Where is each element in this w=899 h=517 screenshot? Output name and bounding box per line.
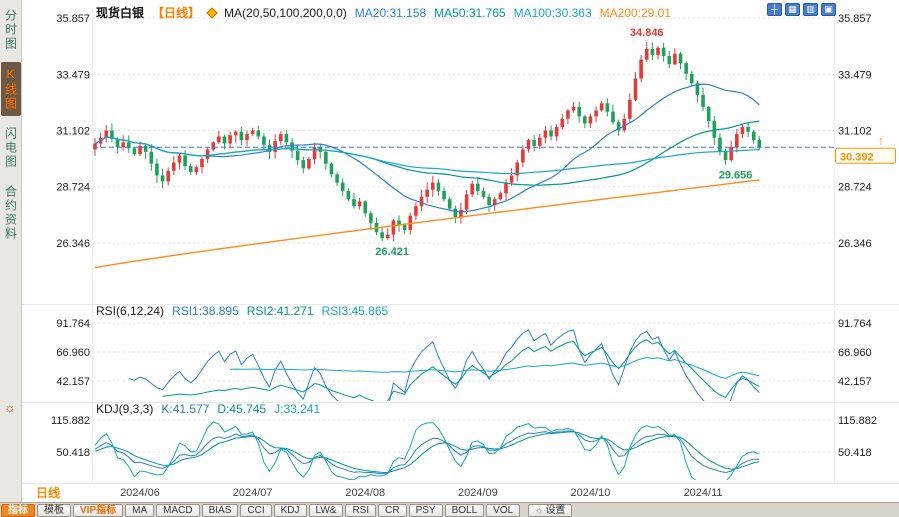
svg-text:42.157: 42.157	[838, 376, 872, 388]
kdj-k-value: K:41.577	[161, 402, 210, 416]
tab-settings[interactable]: ☼ 设置	[528, 503, 573, 517]
gridlines	[93, 17, 834, 453]
rsi-indicator-header: RSI(6,12,24) RSI1:38.895 RSI2:41.271 RSI…	[96, 304, 388, 318]
gear-icon: ☼	[535, 504, 544, 515]
tab-bias[interactable]: BIAS	[201, 503, 239, 517]
gem-icon[interactable]	[206, 6, 218, 19]
axis-labels: 35.857 35.857 33.479 33.479 31.102 31.102 28.7…	[51, 13, 877, 459]
svg-text:28.724: 28.724	[56, 182, 90, 194]
svg-text:115.882: 115.882	[51, 415, 90, 427]
sidebar-tab-contract-info[interactable]: 合约资料	[3, 185, 18, 241]
panel-frame	[22, 8, 899, 484]
candlesticks	[93, 41, 762, 242]
kdj-title[interactable]: KDJ(9,3,3)	[96, 402, 154, 416]
ma200-line	[94, 179, 760, 269]
ma100-value: MA100:30.363	[513, 5, 592, 20]
tab-cci[interactable]: CCI	[240, 503, 272, 517]
rsi12-line	[162, 339, 760, 401]
svg-text:2024/09: 2024/09	[458, 487, 498, 499]
price-direction-arrow-icon: ↑	[878, 133, 884, 147]
svg-text:91.764: 91.764	[838, 318, 872, 330]
svg-text:91.764: 91.764	[56, 318, 90, 330]
svg-text:2024/07: 2024/07	[233, 487, 273, 499]
svg-text:33.479: 33.479	[56, 69, 90, 81]
ma50-value: MA50:31.765	[434, 5, 506, 20]
tab-indicators[interactable]: 指标	[1, 503, 35, 517]
svg-text:2024/11: 2024/11	[684, 487, 723, 499]
ma-settings-label[interactable]: MA(20,50,100,200,0,0)	[224, 5, 347, 20]
price-annotation: 29.656	[719, 170, 753, 182]
kdj-indicator-header: KDJ(9,3,3) K:41.577 D:45.745 J:33.241	[96, 402, 320, 416]
tab-boll[interactable]: BOLL	[444, 503, 485, 517]
settings-gear-icon[interactable]: ☼	[4, 400, 16, 415]
tab-cr[interactable]: CR	[378, 503, 407, 517]
chart-toolbar-icons: ┼ ▦ ▥ ▣	[767, 3, 836, 16]
tab-psy[interactable]: PSY	[408, 503, 443, 517]
rsi24-line	[230, 356, 760, 379]
rsi1-value: RSI1:38.895	[172, 304, 239, 318]
tab-ma[interactable]: MA	[125, 503, 155, 517]
sidebar-tab-timeshare-chart[interactable]: 分时图	[3, 9, 18, 51]
crosshair-icon[interactable]: ┼	[767, 3, 782, 16]
left-sidebar: 分时图 K线图 闪电图 合约资料	[0, 0, 22, 502]
kdj-d-value: D:45.745	[217, 402, 267, 416]
kdj-j-value: J:33.241	[274, 402, 321, 416]
kdj-j-line	[94, 421, 760, 480]
svg-text:115.882: 115.882	[838, 415, 877, 427]
kdj-d-line	[94, 431, 760, 474]
rsi3-value: RSI3:45.865	[321, 304, 389, 318]
tab-kdj[interactable]: KDJ	[273, 503, 307, 517]
price-annotation: 34.846	[630, 27, 664, 39]
svg-text:50.418: 50.418	[56, 447, 90, 459]
svg-text:66.960: 66.960	[56, 347, 90, 359]
svg-text:50.418: 50.418	[838, 447, 872, 459]
tab-lwr[interactable]: LW&	[308, 503, 344, 517]
svg-text:66.960: 66.960	[838, 347, 872, 359]
price-chart-canvas[interactable]: 35.857 35.857 33.479 33.479 31.102 31.102 28.7…	[22, 0, 899, 502]
svg-text:33.479: 33.479	[838, 69, 872, 81]
rsi2-value: RSI2:41.271	[246, 304, 314, 318]
rsi6-line	[128, 329, 760, 401]
svg-text:28.724: 28.724	[838, 182, 872, 194]
chart-area: 35.857 35.857 33.479 33.479 31.102 31.102 28.7…	[22, 0, 899, 502]
svg-text:31.102: 31.102	[838, 125, 872, 137]
svg-text:42.157: 42.157	[56, 376, 90, 388]
ma100-line	[94, 136, 760, 175]
sidebar-tab-kline-chart[interactable]: K线图	[0, 62, 21, 116]
sidebar-tab-lightning-chart[interactable]: 闪电图	[3, 127, 18, 169]
price-annotation: 26.421	[375, 246, 409, 258]
svg-text:31.102: 31.102	[56, 125, 90, 137]
svg-text:2024/06: 2024/06	[120, 487, 160, 499]
svg-text:35.857: 35.857	[838, 13, 872, 25]
svg-text:26.346: 26.346	[838, 238, 872, 250]
tab-templates[interactable]: 模板	[37, 503, 71, 517]
tab-vol[interactable]: VOL	[486, 503, 521, 517]
indicator-toolbar: 指标 模板 VIP指标 MA MACD BIAS CCI KDJ LW& RSI…	[0, 502, 899, 517]
symbol-name: 现货白银	[96, 6, 145, 20]
ma20-value: MA20:31.158	[354, 5, 427, 20]
tab-macd[interactable]: MACD	[156, 503, 200, 517]
chart-header: 现货白银 【日线】 MA(20,50,100,200,0,0) MA20:31.…	[96, 4, 671, 21]
period-label: 【日线】	[152, 6, 201, 20]
candle-view-icon[interactable]: ▥	[803, 3, 818, 16]
time-axis-labels: 2024/06 2024/07 2024/08 2024/09 2024/10 2024/…	[120, 487, 722, 499]
kdj-k-line	[94, 430, 760, 475]
footer-period-label[interactable]: 日线	[36, 486, 61, 500]
fullscreen-icon[interactable]: ▣	[821, 3, 836, 16]
last-price-tag	[835, 147, 896, 164]
last-price-text: 30.392	[840, 151, 874, 163]
svg-text:26.346: 26.346	[56, 238, 90, 250]
grid-view-icon[interactable]: ▦	[785, 3, 800, 16]
rsi-title[interactable]: RSI(6,12,24)	[96, 304, 165, 318]
ma200-value: MA200:29.01	[599, 5, 672, 20]
tab-rsi[interactable]: RSI	[345, 503, 377, 517]
tab-vip-indicators[interactable]: VIP指标	[73, 503, 124, 517]
svg-text:35.857: 35.857	[56, 13, 90, 25]
svg-text:2024/10: 2024/10	[571, 487, 611, 499]
svg-text:2024/08: 2024/08	[345, 487, 385, 499]
tab-settings-label: 设置	[545, 504, 566, 516]
